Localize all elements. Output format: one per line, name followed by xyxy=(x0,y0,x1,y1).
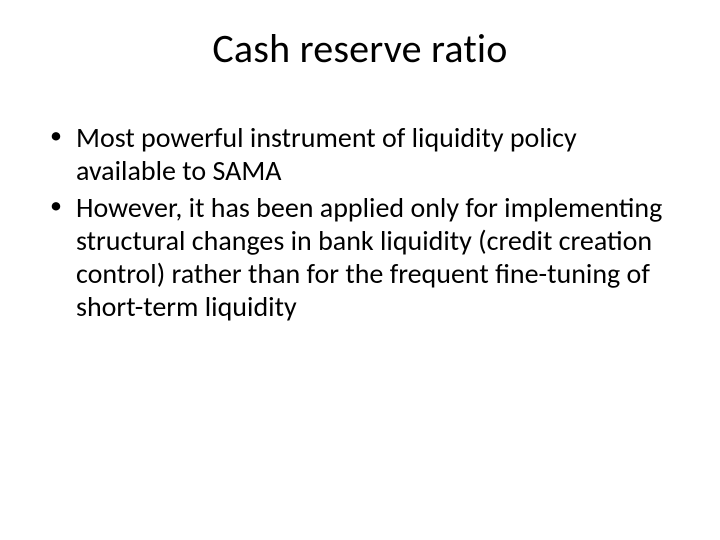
slide: Cash reserve ratio Most powerful instrum… xyxy=(0,0,720,540)
list-item: However, it has been applied only for im… xyxy=(48,191,672,323)
list-item: Most powerful instrument of liquidity po… xyxy=(48,121,672,187)
slide-title: Cash reserve ratio xyxy=(48,24,672,73)
bullet-list: Most powerful instrument of liquidity po… xyxy=(48,121,672,323)
bullet-text: Most powerful instrument of liquidity po… xyxy=(76,120,577,188)
bullet-text: However, it has been applied only for im… xyxy=(76,190,662,324)
